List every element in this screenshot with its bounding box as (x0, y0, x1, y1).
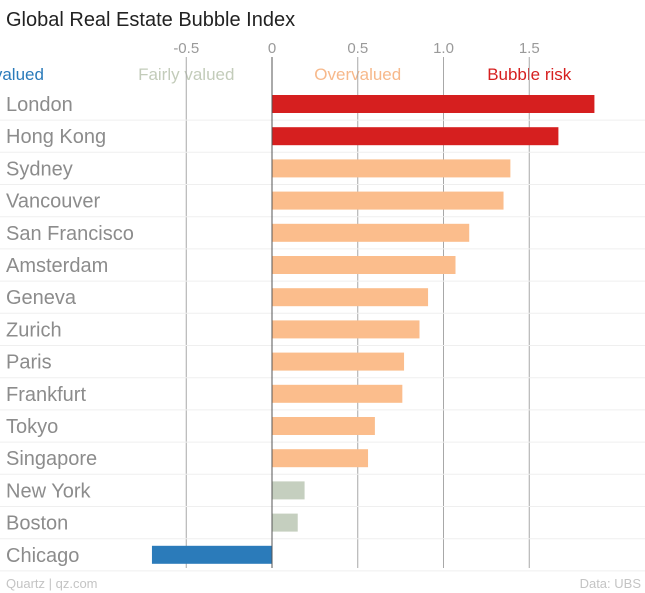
category-label: Vancouver (6, 191, 100, 213)
category-label: Boston (6, 513, 68, 535)
row-separators (0, 119, 645, 572)
bar-new-york (272, 481, 305, 500)
category-label: Frankfurt (6, 384, 86, 406)
bar-london (272, 95, 595, 113)
category-label: Singapore (6, 448, 97, 470)
bar-frankfurt (272, 384, 403, 403)
bar-tokyo (272, 417, 375, 435)
bar-zurich (272, 320, 420, 339)
category-label: Amsterdam (6, 255, 108, 277)
bar-paris (272, 352, 405, 371)
bar-hong-kong (272, 127, 559, 146)
category-label: London (6, 94, 73, 116)
category-label: San Francisco (6, 223, 134, 245)
x-tick-label: 1.0 (433, 40, 454, 57)
bar-geneva (272, 288, 429, 307)
bar-vancouver (272, 191, 504, 210)
zone-label-undervalued: Undervalued (0, 65, 44, 84)
category-label: Hong Kong (6, 126, 106, 148)
category-labels: London Hong Kong Sydney Vancouver San Franci… (6, 94, 134, 567)
credit-text: Quartz | qz.com (6, 576, 98, 591)
bar-singapore (272, 449, 369, 468)
category-label: Paris (6, 352, 52, 374)
source-text: Data: UBS (580, 576, 642, 591)
category-label: New York (6, 480, 91, 502)
bar-boston (272, 513, 298, 532)
x-tick-label: 1.5 (519, 40, 540, 57)
x-tick-label: 0.5 (347, 40, 368, 57)
category-label: Geneva (6, 287, 77, 309)
bar-chicago (151, 545, 272, 564)
x-tick-label: -0.5 (173, 40, 199, 57)
category-label: Chicago (6, 545, 79, 567)
bar-san-francisco (272, 223, 470, 242)
x-tick-label: 0 (268, 40, 276, 57)
zone-labels: UndervaluedFairly valuedOvervaluedBubble… (0, 65, 572, 84)
bar-amsterdam (272, 256, 456, 274)
chart-title: Global Real Estate Bubble Index (6, 9, 295, 31)
category-label: Sydney (6, 158, 73, 180)
bars (151, 95, 595, 564)
bar-sydney (272, 159, 511, 178)
category-label: Zurich (6, 319, 62, 341)
x-axis-tick-labels: -0.5 0 0.5 1.0 1.5 (173, 40, 539, 57)
category-label: Tokyo (6, 416, 58, 438)
